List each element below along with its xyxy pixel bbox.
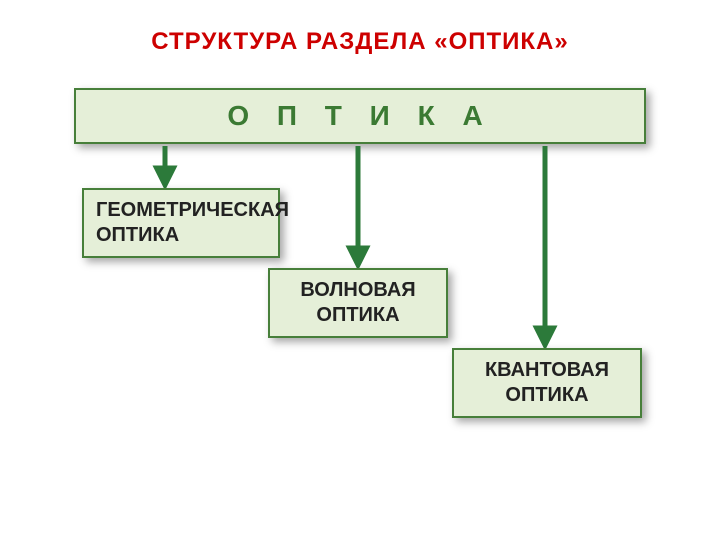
root-label: О П Т И К А [227,100,492,132]
diagram-title: СТРУКТУРА РАЗДЕЛА «ОПТИКА» [0,28,720,56]
child-label: КВАНТОВАЯ ОПТИКА [485,359,609,406]
root-node: О П Т И К А [74,88,646,144]
child-node-wave: ВОЛНОВАЯ ОПТИКА [268,268,448,338]
child-node-geometric: ГЕОМЕТРИЧЕСКАЯ ОПТИКА [82,188,280,258]
child-label: ГЕОМЕТРИЧЕСКАЯ ОПТИКА [96,199,289,246]
child-label: ВОЛНОВАЯ ОПТИКА [300,279,415,326]
child-node-quantum: КВАНТОВАЯ ОПТИКА [452,348,642,418]
